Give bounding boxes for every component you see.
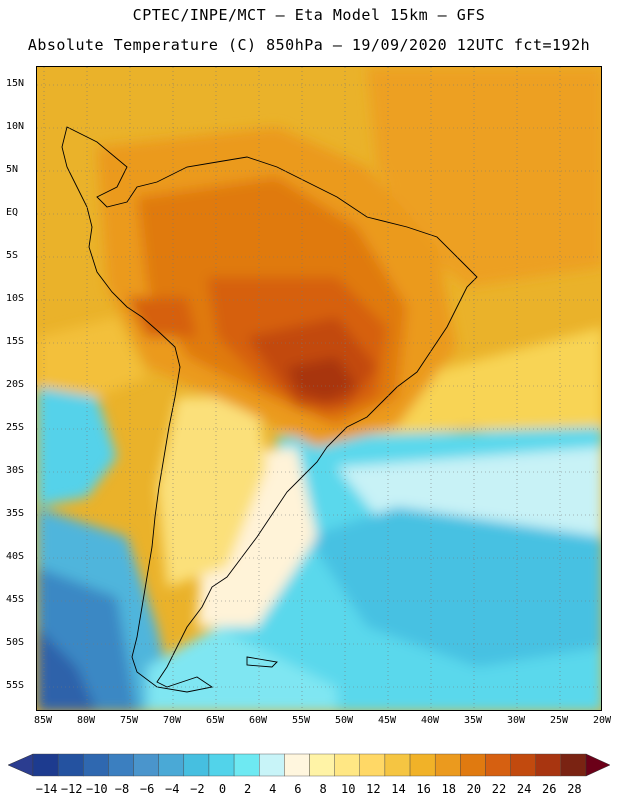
colorbar-cell [359, 753, 386, 777]
colorbar-label: 12 [366, 782, 381, 796]
lat-label: 50S [6, 637, 25, 648]
colorbar-cell [259, 753, 285, 777]
colorbar-cell [183, 753, 210, 777]
colorbar-cell [510, 753, 536, 777]
colorbar-label: −8 [114, 782, 130, 796]
chart-subtitle: Absolute Temperature (C) 850hPa – 19/09/… [27, 36, 591, 54]
colorbar-label: −4 [165, 782, 180, 796]
colorbar-label: 10 [340, 782, 356, 796]
lat-label: 40S [6, 551, 25, 562]
lat-label: 5S [6, 250, 19, 261]
lon-label: 20W [592, 715, 612, 726]
lat-label: 55S [6, 680, 25, 691]
lon-label: 60W [248, 715, 268, 726]
colorbar-label: 22 [491, 782, 507, 796]
colorbar-cell [334, 753, 360, 777]
colorbar-cell [460, 753, 486, 777]
lon-label: 80W [76, 715, 96, 726]
colorbar-cell [560, 753, 587, 777]
colorbar-label: −2 [190, 782, 205, 796]
colorbar-label: 26 [542, 782, 557, 796]
lat-label: 10S [6, 293, 25, 304]
colorbar-cell [384, 753, 411, 777]
colorbar-cell [485, 753, 511, 777]
lon-label: 35W [463, 715, 483, 726]
colorbar-arrow-low [7, 753, 34, 777]
colorbar-label: 8 [319, 782, 327, 796]
colorbar-label: 28 [567, 782, 582, 796]
colorbar-label: 4 [269, 782, 277, 796]
lat-label: EQ [6, 207, 19, 218]
lon-label: 50W [334, 715, 354, 726]
colorbar-cell [83, 753, 109, 777]
lat-label: 30S [6, 465, 25, 476]
colorbar-label: 24 [516, 782, 532, 796]
lon-label: 55W [291, 715, 311, 726]
colorbar-cell [233, 753, 260, 777]
colorbar-cell [108, 753, 134, 777]
colorbar-cell [434, 753, 461, 777]
lat-label: 20S [6, 379, 25, 390]
lat-label: 10N [6, 121, 25, 132]
colorbar [7, 753, 611, 777]
lon-label: 30W [506, 715, 526, 726]
colorbar-cell [309, 753, 335, 777]
lat-label: 25S [6, 422, 25, 433]
coastline [61, 126, 478, 693]
chart-title: CPTEC/INPE/MCT – Eta Model 15km – GFS [132, 6, 486, 24]
colorbar-label: 6 [294, 782, 302, 796]
lat-label: 35S [6, 508, 25, 519]
colorbar-label: 2 [244, 782, 252, 796]
lon-label: 25W [549, 715, 569, 726]
lon-label: 85W [33, 715, 53, 726]
colorbar-label: −12 [60, 782, 83, 796]
colorbar-cell [158, 753, 185, 777]
lon-label: 45W [377, 715, 397, 726]
colorbar-cell [32, 753, 59, 777]
colorbar-cell [208, 753, 235, 777]
colorbar-label: −10 [85, 782, 108, 796]
colorbar-label: 16 [416, 782, 431, 796]
temperature-map [36, 66, 602, 711]
colorbar-cell [133, 753, 159, 777]
colorbar-label: 18 [441, 782, 456, 796]
lon-label: 40W [420, 715, 440, 726]
colorbar-cell [284, 753, 310, 777]
colorbar-arrow-high [585, 753, 611, 777]
colorbar-label: 14 [391, 782, 406, 796]
map-canvas [37, 67, 601, 710]
lat-label: 45S [6, 594, 25, 605]
lat-label: 15N [6, 78, 25, 89]
colorbar-cell [535, 753, 562, 777]
colorbar-label: 20 [466, 782, 482, 796]
colorbar-label: −14 [35, 782, 58, 796]
colorbar-label: −6 [139, 782, 155, 796]
lon-label: 65W [205, 715, 225, 726]
lon-label: 70W [162, 715, 182, 726]
colorbar-cell [409, 753, 436, 777]
colorbar-cell [57, 753, 84, 777]
lat-label: 15S [6, 336, 25, 347]
colorbar-label: 0 [218, 782, 227, 796]
lat-label: 5N [6, 164, 19, 175]
lon-label: 75W [119, 715, 139, 726]
